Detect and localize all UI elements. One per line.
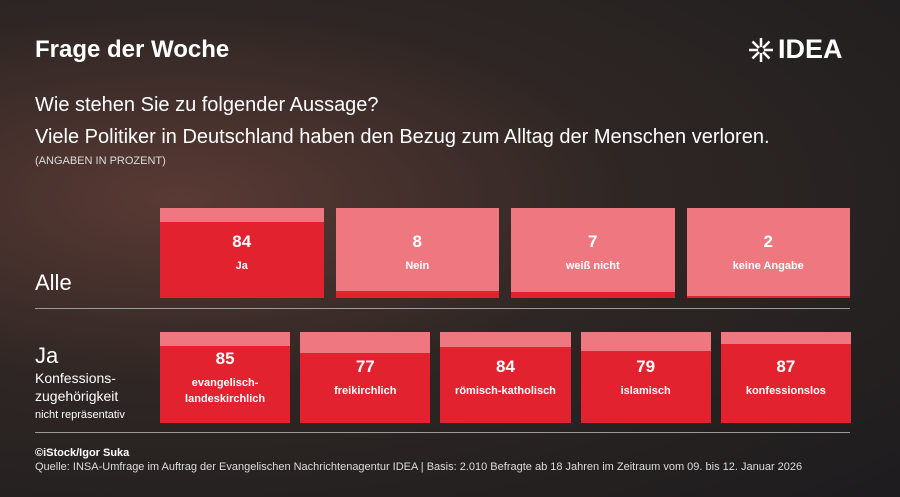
logo-icon bbox=[749, 38, 773, 62]
note: (ANGABEN IN PROZENT) bbox=[35, 155, 166, 167]
category-label: römisch-katholisch bbox=[455, 384, 556, 397]
answer-box: 7 weiß nicht bbox=[511, 208, 675, 298]
row-title: Ja bbox=[35, 343, 59, 368]
question: Viele Politiker in Deutschland haben den… bbox=[35, 126, 770, 148]
box-content: 84 römisch-katholisch bbox=[440, 332, 570, 423]
answer-box: 77 freikirchlich bbox=[300, 332, 431, 423]
bar bbox=[580, 351, 711, 423]
category-label: freikirchlich bbox=[334, 384, 397, 397]
answer-box: 79 islamisch bbox=[580, 332, 711, 423]
value-label: 7 bbox=[588, 232, 598, 251]
answer-box: 2 keine Angabe bbox=[686, 208, 851, 298]
bar bbox=[720, 343, 851, 423]
separator bbox=[35, 308, 850, 309]
separator bbox=[35, 432, 850, 433]
answer-box: 84 römisch-katholisch bbox=[440, 332, 571, 423]
bar bbox=[511, 291, 675, 298]
value-label: 84 bbox=[496, 356, 515, 376]
value-label: 8 bbox=[412, 232, 422, 251]
value-label: 2 bbox=[763, 232, 773, 251]
bar bbox=[440, 346, 571, 423]
answer-box: 8 Nein bbox=[335, 208, 500, 298]
source: Quelle: INSA-Umfrage im Auftrag der Evan… bbox=[35, 461, 803, 473]
box-content: 2 keine Angabe bbox=[687, 208, 851, 298]
box-content: 85 evangelisch- landeskirchlich bbox=[160, 332, 290, 423]
value-label: 84 bbox=[232, 232, 252, 251]
category-label: keine Angabe bbox=[732, 260, 804, 272]
answer-box: 85 evangelisch- landeskirchlich bbox=[160, 332, 291, 423]
category-label: islamisch bbox=[620, 384, 671, 397]
box-content: 7 weiß nicht bbox=[511, 208, 675, 298]
category-label: Nein bbox=[405, 260, 430, 272]
category-label: evangelisch- landeskirchlich bbox=[185, 376, 266, 405]
row-annotation: nicht repräsentativ bbox=[35, 409, 125, 421]
bar bbox=[686, 296, 850, 298]
bar bbox=[300, 352, 431, 423]
box-content: 87 konfessionslos bbox=[721, 332, 851, 423]
row-subtitle: zugehörigkeit bbox=[35, 388, 119, 404]
box-content: 84 Ja bbox=[160, 208, 324, 298]
category-label: konfessionslos bbox=[745, 384, 826, 397]
credit: ©iStock/Igor Suka bbox=[35, 447, 130, 459]
category-label: Ja bbox=[235, 260, 248, 272]
value-label: 85 bbox=[215, 348, 235, 368]
question: Wie stehen Sie zu folgender Aussage? bbox=[35, 94, 379, 116]
answer-box: 84 Ja bbox=[160, 208, 324, 298]
bar bbox=[335, 290, 499, 298]
row-subtitle: Konfessions- bbox=[35, 370, 116, 386]
value-label: 77 bbox=[355, 356, 375, 376]
logo-text: IDEA bbox=[778, 34, 843, 64]
answer-box: 87 konfessionslos bbox=[720, 332, 851, 423]
box-content: 77 freikirchlich bbox=[300, 332, 430, 423]
box-content: 79 islamisch bbox=[581, 332, 711, 423]
row-title: Alle bbox=[35, 270, 72, 295]
bar bbox=[160, 222, 324, 298]
value-label: 87 bbox=[776, 356, 796, 376]
title: Frage der Woche bbox=[35, 36, 230, 63]
value-label: 79 bbox=[636, 356, 656, 376]
category-label: weiß nicht bbox=[565, 260, 620, 272]
bar bbox=[160, 345, 291, 423]
box-content: 8 Nein bbox=[336, 208, 500, 298]
